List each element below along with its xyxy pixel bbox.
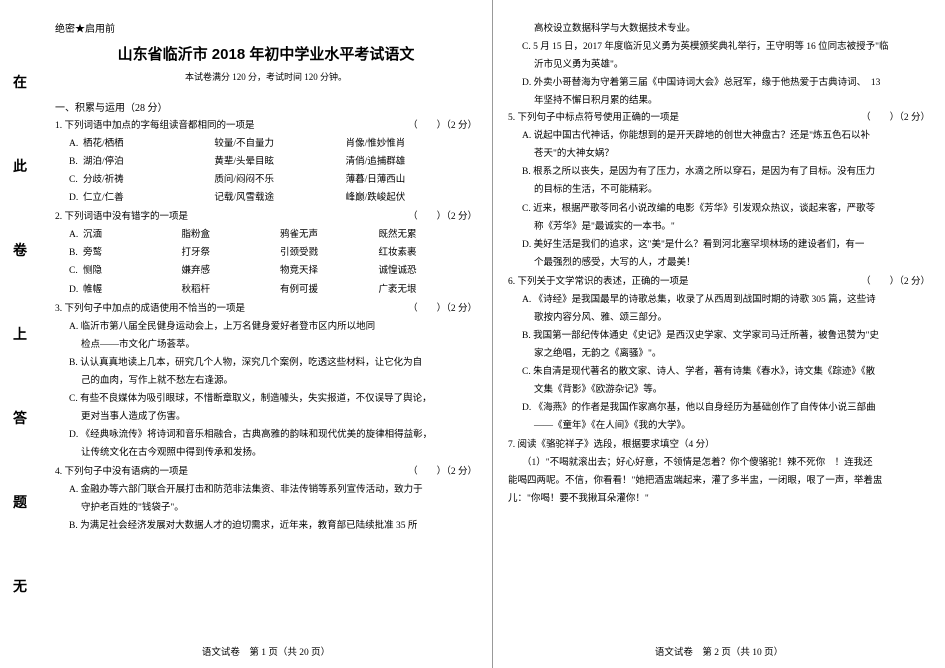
q7-header: 7. 阅读《骆驼祥子》选段，根据要求填空（4 分）	[508, 437, 930, 454]
q6-opt-a: A. 《诗经》是我国最早的诗歌总集，收录了从西周到战国时期的诗歌 305 篇，这…	[508, 291, 930, 309]
q2-row-b: B. 旁鹜 打牙祭 引颈受戮 红妆素裹	[55, 244, 477, 262]
q6-opt-d: D. 《海燕》的作者是我国作家高尔基，他以自身经历为基础创作了自传体小说三部曲	[508, 399, 930, 417]
margin-char: 卷	[13, 240, 27, 260]
question-7: 7. 阅读《骆驼祥子》选段，根据要求填空（4 分） （1）"不喝就滚出去；好心好…	[508, 437, 930, 508]
exam-title: 山东省临沂市 2018 年初中学业水平考试语文	[55, 43, 477, 64]
margin-char: 上	[13, 324, 27, 344]
q6-opt-c: C. 朱自清是现代著名的散文家、诗人、学者，著有诗集《春水》，诗文集《踪迹》《散	[508, 363, 930, 381]
footer-left: 语文试卷 第 1 页（共 20 页）	[55, 640, 477, 658]
exam-subtitle: 本试卷满分 120 分，考试时间 120 分钟。	[55, 70, 477, 83]
q6-opt-b: B. 我国第一部纪传体通史《史记》是西汉史学家、文学家司马迁所著，被鲁迅赞为"史	[508, 327, 930, 345]
q6-score: （ ）（2 分）	[861, 274, 930, 291]
margin-char: 此	[13, 156, 27, 176]
question-6: 6. 下列关于文学常识的表述，正确的一项是 （ ）（2 分） A. 《诗经》是我…	[508, 274, 930, 435]
q3-opt-d: D. 《经典咏流传》将诗词和音乐相融合，古典高雅的韵味和现代优美的旋律相得益彰，	[55, 426, 477, 444]
q5-opt-d: D. 美好生活是我们的追求，这"美"是什么？看到河北塞罕坝林场的建设者们，有一	[508, 236, 930, 254]
q1-header: 1. 下列词语中加点的字每组读音都相同的一项是	[55, 118, 408, 135]
q3-opt-a: A. 临沂市第八届全民健身运动会上，上万名健身爱好者登市区内所以地同	[55, 318, 477, 336]
margin-char: 无	[13, 576, 27, 596]
footer-right: 语文试卷 第 2 页（共 10 页）	[508, 640, 930, 658]
q3-header: 3. 下列句子中加点的成语使用不恰当的一项是	[55, 301, 408, 318]
q5-opt-c: C. 近来，根据严歌苓同名小说改编的电影《芳华》引发观众热议，谈起来客，严歌苓	[508, 200, 930, 218]
q2-row-d: D. 帷幄 秋稻杆 有例可援 广袤无垠	[55, 281, 477, 299]
q7-line3: 儿："你喝！要不我揪耳朵灌你！"	[508, 490, 930, 508]
q4-opt-b: B. 为满足社会经济发展对大数据人才的迫切需求，近年来，教育部已陆续批准 35 …	[55, 517, 477, 535]
q4-opt-a: A. 金融办等六部门联合开展打击和防范非法集资、非法传销等系列宣传活动，致力于	[55, 481, 477, 499]
q1-row-b: B. 湖泊/停泊 黄辈/头晕目眩 清俏/追捕群雄	[55, 153, 477, 171]
q2-row-a: A. 沉湎 脂粉盒 鸦雀无声 既然无累	[55, 226, 477, 244]
question-4: 4. 下列句子中没有语病的一项是 （ ）（2 分） A. 金融办等六部门联合开展…	[55, 464, 477, 535]
q5-score: （ ）（2 分）	[861, 110, 930, 127]
margin-char: 在	[13, 72, 27, 92]
q4-header: 4. 下列句子中没有语病的一项是	[55, 464, 408, 481]
question-5: 5. 下列句子中标点符号使用正确的一项是 （ ）（2 分） A. 说起中国古代神…	[508, 110, 930, 271]
q1-score: （ ）（2 分）	[408, 118, 477, 135]
q3-opt-b: B. 认认真真地读上几本，研究几个人物，深究几个案例，吃透这些材料，让它化为自	[55, 354, 477, 372]
section-title: 一、积累与运用（28 分）	[55, 99, 477, 114]
q1-row-d: D. 仁立/仁善 记载/风雪载途 峰巅/跌峻起伏	[55, 189, 477, 207]
question-2: 2. 下列词语中没有错字的一项是 （ ）（2 分） A. 沉湎 脂粉盒 鸦雀无声…	[55, 209, 477, 298]
q4-b-cont: 高校设立数据科学与大数据技术专业。	[508, 20, 930, 38]
binding-margin: 在 此 卷 上 答 题 无	[0, 0, 40, 668]
q5-opt-a: A. 说起中国古代神话，你能想到的是开天辟地的创世大神盘古？还是"炼五色石以补	[508, 127, 930, 145]
secret-label: 绝密★启用前	[55, 20, 477, 35]
q2-score: （ ）（2 分）	[408, 209, 477, 226]
q4-opt-c: C. 5 月 15 日，2017 年度临沂见义勇为英模颁奖典礼举行，王守明等 1…	[508, 38, 930, 56]
q7-line2: 能喝四两呢。不信，你看看！"她把酒盅端起来，灌了多半盅，一闭眼，哏了一声，举着盅	[508, 472, 930, 490]
q4-score: （ ）（2 分）	[408, 464, 477, 481]
q7-line1: （1）"不喝就滚出去；好心好意，不领情是怎着？你个傻骆驼！辣不死你 ！连我还	[508, 454, 930, 472]
page-right: 高校设立数据科学与大数据技术专业。 C. 5 月 15 日，2017 年度临沂见…	[493, 0, 945, 668]
q1-row-c: C. 分歧/祈祷 质问/闷闷不乐 薄暮/日薄西山	[55, 171, 477, 189]
q3-opt-c: C. 有些不良媒体为吸引眼球，不惜断章取义，制造噱头，失实报道，不仅误导了舆论，	[55, 390, 477, 408]
q6-header: 6. 下列关于文学常识的表述，正确的一项是	[508, 274, 861, 291]
q5-header: 5. 下列句子中标点符号使用正确的一项是	[508, 110, 861, 127]
page-left: 绝密★启用前 山东省临沂市 2018 年初中学业水平考试语文 本试卷满分 120…	[40, 0, 493, 668]
q2-row-c: C. 恻隐 嫌弃感 物竞天择 诚惶诚恐	[55, 262, 477, 280]
q1-row-a: A. 栖花/栖栖 较量/不自量力 肖像/惟妙惟肖	[55, 135, 477, 153]
margin-char: 题	[13, 492, 27, 512]
margin-char: 答	[13, 408, 27, 428]
q2-header: 2. 下列词语中没有错字的一项是	[55, 209, 408, 226]
q5-opt-b: B. 根系之所以丧失，是因为有了压力，水滴之所以穿石，是因为有了目标。没有压力	[508, 163, 930, 181]
question-3: 3. 下列句子中加点的成语使用不恰当的一项是 （ ）（2 分） A. 临沂市第八…	[55, 301, 477, 462]
question-1: 1. 下列词语中加点的字每组读音都相同的一项是 （ ）（2 分） A. 栖花/栖…	[55, 118, 477, 207]
q4-opt-d: D. 外卖小哥替海为守着第三届《中国诗词大会》总冠军，缘于他热爱于古典诗词、 1…	[508, 74, 930, 92]
q3-score: （ ）（2 分）	[408, 301, 477, 318]
